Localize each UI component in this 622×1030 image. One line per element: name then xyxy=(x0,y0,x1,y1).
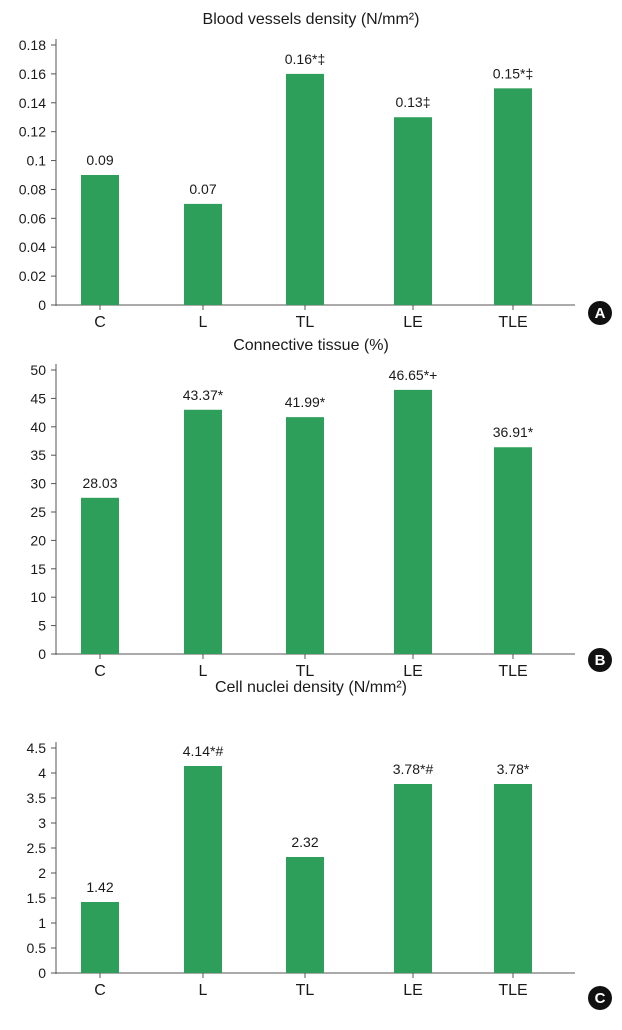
y-tick-label: 0 xyxy=(38,965,46,981)
y-tick-label: 0.04 xyxy=(19,239,46,255)
bar-le xyxy=(394,117,432,305)
x-category-label: TLE xyxy=(498,982,527,999)
x-category-label: TL xyxy=(296,663,315,680)
bar-le xyxy=(394,389,432,654)
data-label: 41.99* xyxy=(285,394,326,410)
x-category-label: LE xyxy=(403,314,423,331)
data-label: 46.65*+ xyxy=(389,367,438,383)
panel-badge-letter: C xyxy=(595,990,606,1007)
y-tick-label: 0.5 xyxy=(27,940,47,956)
x-category-label: L xyxy=(199,982,208,999)
data-label: 3.78*# xyxy=(393,761,434,777)
data-label: 43.37* xyxy=(183,387,224,403)
bar-tl xyxy=(286,73,324,305)
y-tick-label: 50 xyxy=(30,362,46,378)
panel-badge xyxy=(588,986,612,1010)
panel-badge xyxy=(588,648,612,672)
panel-badge-letter: A xyxy=(595,305,606,322)
data-label: 1.42 xyxy=(86,879,113,895)
y-tick-label: 35 xyxy=(30,447,46,463)
y-tick-label: 4 xyxy=(38,765,46,781)
bar-c xyxy=(81,175,119,305)
x-category-label: C xyxy=(94,663,106,680)
data-label: 2.32 xyxy=(291,834,318,850)
data-label: 4.14*# xyxy=(183,743,224,759)
bar-tl xyxy=(286,417,324,654)
y-tick-label: 1.5 xyxy=(27,890,47,906)
x-category-label: TLE xyxy=(498,663,527,680)
x-category-label: C xyxy=(94,314,106,331)
y-tick-label: 15 xyxy=(30,561,46,577)
y-tick-label: 2 xyxy=(38,865,46,881)
bar-l xyxy=(184,203,222,305)
y-tick-label: 0.16 xyxy=(19,66,46,82)
data-label: 0.13‡ xyxy=(395,94,430,110)
y-tick-label: 0.18 xyxy=(19,37,46,53)
y-tick-label: 10 xyxy=(30,589,46,605)
panel-badge xyxy=(588,301,612,325)
bar-c xyxy=(81,902,119,973)
y-tick-label: 1 xyxy=(38,915,46,931)
x-category-label: LE xyxy=(403,663,423,680)
data-label: 0.16*‡ xyxy=(285,51,325,67)
y-tick-label: 0 xyxy=(38,646,46,662)
bar-tle xyxy=(494,447,532,654)
y-tick-label: 0.1 xyxy=(27,153,47,169)
bar-l xyxy=(184,766,222,973)
y-tick-label: 0.06 xyxy=(19,210,46,226)
y-tick-label: 20 xyxy=(30,532,46,548)
y-tick-label: 2.5 xyxy=(27,840,47,856)
y-tick-label: 3.5 xyxy=(27,790,47,806)
chart-title: Blood vessels density (N/mm²) xyxy=(203,11,420,28)
x-category-label: TLE xyxy=(498,314,527,331)
bar-c xyxy=(81,497,119,654)
data-label: 0.15*‡ xyxy=(493,65,533,81)
bar-le xyxy=(394,784,432,973)
bar-tle xyxy=(494,784,532,973)
y-tick-label: 40 xyxy=(30,419,46,435)
x-category-label: TL xyxy=(296,314,315,331)
data-label: 0.09 xyxy=(86,152,113,168)
y-tick-label: 30 xyxy=(30,476,46,492)
panel-badge-letter: B xyxy=(595,652,606,669)
y-tick-label: 0.12 xyxy=(19,124,46,140)
y-tick-label: 0.02 xyxy=(19,268,46,284)
data-label: 0.07 xyxy=(189,181,216,197)
data-label: 3.78* xyxy=(497,761,530,777)
x-category-label: L xyxy=(199,663,208,680)
x-category-label: TL xyxy=(296,982,315,999)
y-tick-label: 3 xyxy=(38,815,46,831)
data-label: 28.03 xyxy=(82,475,117,491)
bar-tl xyxy=(286,857,324,973)
data-label: 36.91* xyxy=(493,424,534,440)
y-tick-label: 25 xyxy=(30,504,46,520)
y-tick-label: 0.08 xyxy=(19,181,46,197)
chart-title: Cell nuclei density (N/mm²) xyxy=(215,679,407,696)
bar-l xyxy=(184,409,222,654)
y-tick-label: 5 xyxy=(38,618,46,634)
x-category-label: C xyxy=(94,982,106,999)
y-tick-label: 4.5 xyxy=(27,740,47,756)
x-category-label: L xyxy=(199,314,208,331)
y-tick-label: 0.14 xyxy=(19,95,46,111)
x-category-label: LE xyxy=(403,982,423,999)
y-tick-label: 45 xyxy=(30,390,46,406)
y-tick-label: 0 xyxy=(38,297,46,313)
bar-tle xyxy=(494,88,532,305)
chart-title: Connective tissue (%) xyxy=(233,337,389,354)
